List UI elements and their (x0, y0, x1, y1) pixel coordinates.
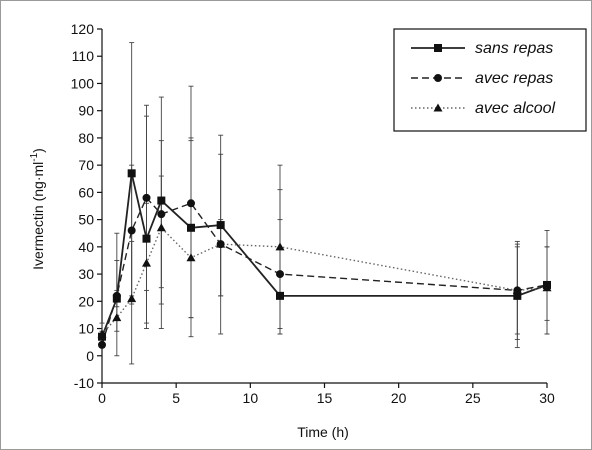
y-tick-label: 0 (86, 348, 94, 364)
data-point-sans-repas (142, 234, 151, 243)
legend-box (393, 28, 587, 132)
y-tick-label: 90 (78, 103, 94, 119)
x-tick-label: 10 (243, 390, 259, 406)
x-tick-label: 15 (317, 390, 333, 406)
y-axis-label-superscript: -1 (29, 152, 40, 161)
data-point-avec-alcool (142, 258, 151, 267)
legend-entry-avec-repas: avec repas (411, 70, 553, 87)
legend-marker-avec-alcool (433, 103, 443, 112)
y-tick-label: 70 (78, 157, 94, 173)
legend-label-avec-repas: avec repas (475, 70, 553, 87)
data-point-avec-repas (142, 193, 151, 202)
data-point-sans-repas (513, 291, 522, 300)
data-point-sans-repas (157, 196, 166, 205)
legend-label-sans-repas: sans repas (475, 40, 553, 57)
data-point-avec-repas (112, 291, 121, 300)
y-tick-label: 80 (78, 130, 94, 146)
x-tick-label: 0 (98, 390, 106, 406)
x-tick-label: 30 (539, 390, 555, 406)
x-axis-label: Time (h) (297, 424, 349, 440)
data-point-avec-alcool (216, 239, 226, 248)
data-point-sans-repas (276, 291, 284, 300)
series-line-sans-repas (101, 173, 548, 338)
y-tick-label: 30 (78, 266, 94, 282)
legend-label-avec-alcool: avec alcool (475, 100, 555, 117)
x-tick-label: 5 (172, 390, 180, 406)
x-tick-label: 20 (391, 390, 407, 406)
legend-marker-sans-repas (434, 44, 442, 52)
y-tick-label: 120 (71, 21, 95, 37)
data-point-sans-repas (216, 221, 225, 230)
error-bar-avec-alcool (218, 219, 224, 297)
legend-marker-avec-repas (434, 74, 442, 82)
data-point-avec-alcool (186, 253, 196, 262)
data-point-avec-alcool (542, 283, 552, 292)
data-point-avec-alcool (275, 242, 285, 251)
legend: sans repas avec repas avec alcool (393, 28, 587, 132)
y-tick-label: 100 (71, 75, 95, 91)
y-tick-label: 10 (78, 321, 94, 337)
data-point-avec-alcool (156, 223, 166, 232)
data-point-avec-alcool (127, 294, 137, 303)
series-line-avec-alcool (101, 226, 548, 335)
y-tick-label: 40 (78, 239, 94, 255)
series-line-avec-repas (101, 196, 548, 346)
data-point-avec-alcool (97, 329, 107, 338)
y-axis-label: Ivermectin (ng·ml-1) (29, 148, 46, 270)
y-axis-label-tail: ) (30, 148, 46, 153)
data-point-avec-repas (127, 226, 136, 235)
legend-entry-sans-repas: sans repas (411, 40, 553, 57)
y-tick-label: 20 (78, 293, 94, 309)
data-point-avec-repas (276, 270, 284, 279)
data-point-avec-alcool (112, 313, 122, 322)
series-markers (97, 169, 552, 349)
legend-entry-avec-alcool: avec alcool (411, 100, 555, 117)
y-tick-label: -10 (74, 375, 94, 391)
data-point-sans-repas (127, 169, 136, 178)
error-bar-avec-alcool (129, 240, 135, 365)
y-axis-label-main: Ivermectin (ng·ml (30, 162, 46, 270)
y-tick-label: 60 (78, 184, 94, 200)
data-point-avec-repas (187, 199, 195, 208)
y-tick-label: 50 (78, 212, 94, 228)
data-point-sans-repas (187, 223, 195, 232)
x-tick-label: 25 (465, 390, 481, 406)
data-point-avec-repas (98, 340, 106, 349)
series-lines (101, 173, 548, 346)
data-point-avec-alcool (512, 285, 522, 294)
data-point-avec-repas (157, 210, 166, 219)
y-tick-label: 110 (72, 48, 95, 64)
